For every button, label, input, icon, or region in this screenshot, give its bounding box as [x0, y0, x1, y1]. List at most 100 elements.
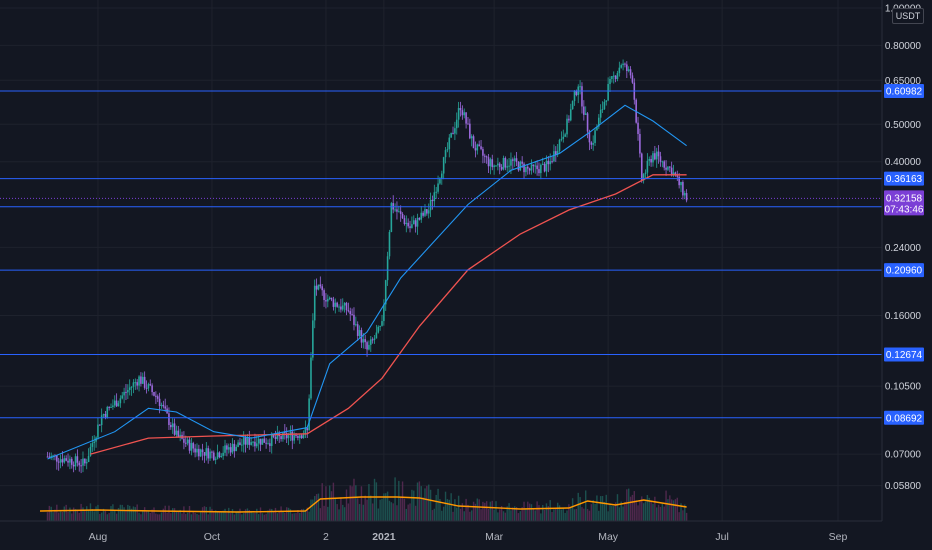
candle-body — [487, 157, 490, 167]
candle-body — [534, 165, 537, 167]
horizontal-levels[interactable] — [0, 90, 882, 419]
candle-body — [246, 437, 249, 445]
volume-bar — [433, 508, 436, 521]
candle-body — [556, 150, 559, 155]
candle-body — [498, 163, 501, 167]
volume-bar — [280, 506, 282, 521]
candle-body — [390, 203, 393, 232]
candle-body — [455, 119, 458, 129]
volume-bar — [448, 499, 450, 521]
volume-bar — [86, 506, 88, 521]
candle-body — [237, 442, 239, 447]
volume-bar — [287, 507, 290, 521]
candle-body — [482, 149, 484, 156]
volume-bar — [241, 514, 243, 521]
volume-bar — [110, 506, 112, 521]
volume-bar — [386, 491, 389, 521]
candle-body — [153, 392, 155, 396]
candle-body — [407, 222, 409, 227]
candle-body — [67, 460, 69, 463]
volume-bar — [633, 491, 635, 521]
volume-bar — [293, 513, 295, 521]
volume-bar — [646, 495, 649, 521]
volume-bar — [330, 491, 333, 521]
volume-bar — [54, 509, 56, 521]
candle-body — [450, 132, 452, 138]
volume-bar — [155, 513, 157, 521]
volume-bar — [336, 504, 338, 521]
volume-bar — [67, 511, 69, 521]
candle-body — [366, 342, 368, 350]
volume-bar — [672, 500, 675, 521]
candle-body — [431, 199, 434, 202]
candle-body — [652, 153, 654, 163]
volume-bar — [521, 507, 523, 521]
volume-bar — [84, 510, 86, 521]
volume-bar — [517, 513, 520, 521]
volume-bar — [243, 513, 245, 521]
volume-bar — [469, 511, 471, 521]
volume-bar — [100, 512, 103, 521]
volume-bar — [388, 500, 391, 521]
candle-body — [543, 163, 546, 172]
volume-bar — [222, 510, 224, 521]
candle-body — [257, 438, 260, 444]
currency-label[interactable]: USDT — [892, 8, 924, 24]
candle-body — [575, 91, 578, 96]
volume-bar — [233, 514, 236, 521]
candle-body — [351, 314, 353, 316]
candle-body — [624, 63, 626, 65]
candle-body — [214, 458, 217, 460]
candle-body — [629, 69, 632, 76]
volume-bar — [216, 511, 219, 521]
price-tick-7: 0.10500 — [885, 382, 922, 393]
volume-bar — [276, 513, 279, 521]
candle-body — [379, 325, 381, 327]
candle-body — [336, 302, 338, 307]
volume-bar — [495, 501, 497, 521]
volume-bar — [358, 504, 361, 521]
candle-body — [655, 151, 658, 160]
candle-body — [403, 218, 406, 224]
volume-bar — [74, 509, 77, 521]
candle-body — [599, 109, 602, 118]
volume-bar — [459, 508, 462, 521]
volume-bar — [271, 508, 273, 521]
volume-bar — [323, 505, 325, 521]
volume-bar — [540, 513, 542, 521]
volume-bar — [213, 512, 215, 521]
candle-body — [156, 396, 159, 399]
volume-bar — [321, 483, 323, 521]
candle-body — [59, 459, 62, 463]
volume-bar — [543, 509, 546, 521]
level-label-0: 0.60982 — [886, 86, 923, 97]
candle-body — [46, 456, 49, 458]
volume-bar — [171, 508, 174, 521]
volume-bar — [214, 510, 217, 521]
candle-body — [607, 84, 609, 101]
volume-bar — [353, 478, 355, 521]
candle-body — [596, 126, 598, 131]
candle-body — [241, 444, 243, 446]
volume-bar — [489, 501, 492, 521]
candle-body — [504, 157, 507, 168]
volume-bar — [89, 503, 92, 521]
countdown-value: 07:43:46 — [885, 204, 924, 215]
volume-bar — [414, 505, 417, 521]
volume-bar — [467, 504, 469, 521]
volume-bar — [164, 505, 166, 521]
candle-body — [560, 138, 563, 140]
volume-bar — [129, 505, 131, 521]
candle-body — [386, 256, 389, 281]
volume-bar — [48, 505, 51, 521]
candle-body — [56, 455, 58, 462]
volume-bar — [263, 514, 265, 521]
volume-bar — [284, 512, 286, 521]
volume-bar — [601, 496, 604, 521]
candle-body — [70, 458, 73, 465]
candle-body — [173, 423, 176, 435]
candle-body — [375, 332, 378, 339]
time-axis[interactable]: Aug Oct 2 2021 Mar May Jul Sep — [89, 531, 848, 543]
volume-bar — [513, 506, 516, 521]
